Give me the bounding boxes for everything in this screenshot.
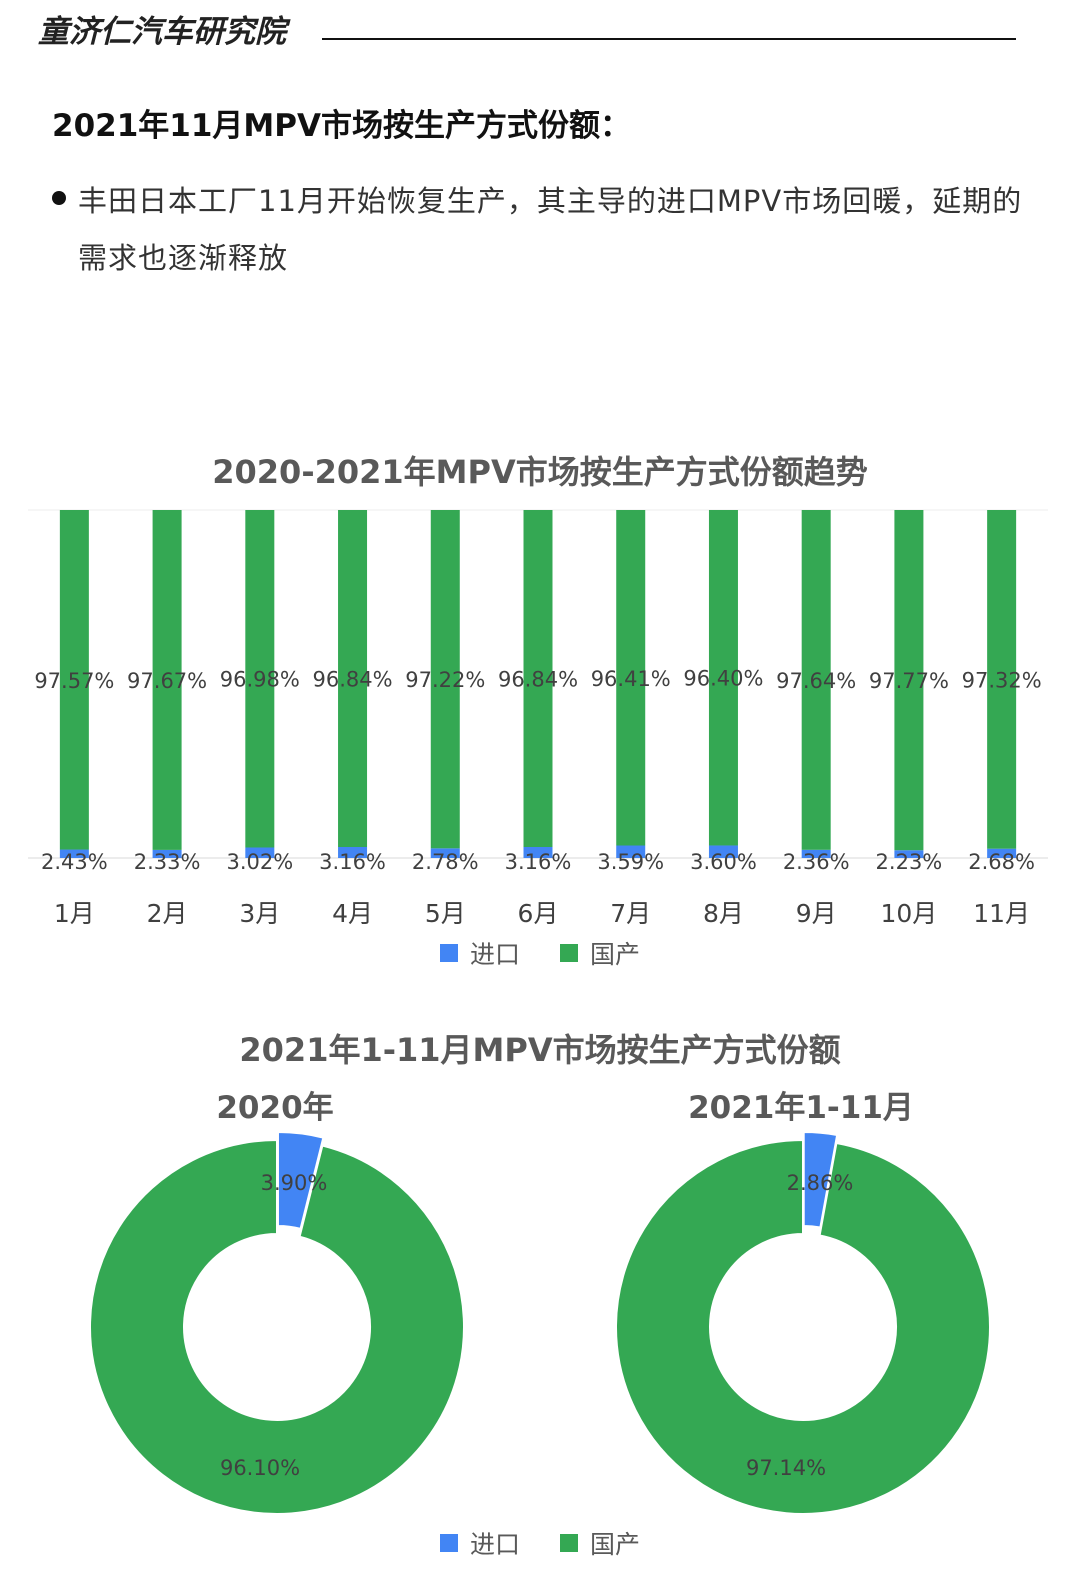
bar-label-import-10: 2.23% (876, 850, 943, 874)
x-tick-label-2: 2月 (147, 899, 188, 928)
legend-label-import: 进口 (469, 940, 520, 969)
bar-domestic-2 (152, 510, 182, 850)
x-tick-label-9: 9月 (796, 899, 837, 928)
bar-label-domestic-6: 96.84% (498, 668, 578, 692)
bar-import-8 (708, 845, 738, 858)
bar-label-import-5: 2.78% (412, 850, 479, 874)
pie-chart-legend: 进口 国产 (0, 1525, 1080, 1561)
pie-subtitle-right: 2021年1-11月 (688, 1090, 914, 1126)
bar-label-import-6: 3.16% (505, 850, 572, 874)
x-tick-label-5: 5月 (425, 899, 466, 928)
bar-label-domestic-11: 97.32% (962, 668, 1042, 692)
bar-import-11 (987, 848, 1017, 858)
pie-legend-item-domestic: 国产 (560, 1525, 640, 1561)
legend-swatch-import (439, 944, 458, 962)
pie-legend-swatch-domestic (560, 1534, 578, 1552)
bar-domestic-11 (987, 510, 1017, 849)
bar-chart-legend: 进口 国产 (0, 935, 1080, 971)
legend-item-import: 进口 (439, 935, 520, 971)
bar-import-2 (152, 849, 182, 858)
bar-label-import-3: 3.02% (226, 850, 293, 874)
pie-legend-swatch-import (439, 1534, 458, 1552)
donut-1-slice-domestic (88, 1138, 465, 1515)
bar-label-import-2: 2.33% (134, 850, 201, 874)
x-tick-label-8: 8月 (703, 899, 744, 928)
bar-chart: 97.57% 2.43% 1月 97.67% 2.33% 2月 96.98% 3.02% 3月 9… (28, 509, 1048, 928)
legend-swatch-domestic (560, 944, 578, 962)
donut-1-label-import: 3.90% (261, 1171, 328, 1195)
bar-domestic-9 (801, 510, 831, 850)
donut-1-label-domestic: 96.10% (220, 1456, 300, 1480)
bar-label-import-11: 2.68% (968, 850, 1035, 874)
bar-label-import-8: 3.60% (690, 850, 757, 874)
bar-label-domestic-7: 96.41% (591, 667, 671, 691)
bar-label-domestic-10: 97.77% (869, 669, 949, 693)
brand-name: 童济仁汽车研究院 (38, 14, 286, 50)
bar-domestic-6 (523, 510, 553, 848)
page-heading: 2021年11月MPV市场按生产方式份额： (52, 108, 631, 144)
pie-chart-title: 2021年1-11月MPV市场按生产方式份额 (239, 1031, 841, 1069)
x-tick-label-1: 1月 (54, 899, 95, 928)
bullet-dot (52, 191, 66, 205)
bar-import-9 (801, 849, 831, 858)
legend-label-domestic: 国产 (590, 940, 641, 969)
bar-import-10 (894, 850, 924, 858)
bar-domestic-3 (245, 510, 275, 848)
bar-domestic-10 (894, 510, 924, 851)
bar-label-domestic-1: 97.57% (34, 669, 114, 693)
bar-label-domestic-9: 97.64% (776, 669, 856, 693)
pie-legend-label-domestic: 国产 (590, 1530, 641, 1559)
donut-2-slice-domestic (615, 1138, 992, 1515)
bar-domestic-7 (616, 510, 646, 846)
bar-label-import-7: 3.59% (597, 850, 664, 874)
x-tick-label-11: 11月 (973, 899, 1030, 928)
x-tick-label-3: 3月 (239, 899, 280, 928)
bar-label-domestic-4: 96.84% (313, 668, 393, 692)
pie-legend-item-import: 进口 (439, 1525, 520, 1561)
x-tick-label-7: 7月 (610, 899, 651, 928)
bar-import-4 (338, 847, 368, 858)
bullet-text: 丰田日本工厂11月开始恢复生产，其主导的进口MPV市场回暖，延期的需求也逐渐释放 (78, 184, 1023, 275)
donut-2-label-import: 2.86% (787, 1171, 854, 1195)
bar-import-7 (616, 845, 646, 858)
bar-domestic-5 (430, 510, 460, 849)
bar-label-domestic-3: 96.98% (220, 668, 300, 692)
bar-label-domestic-5: 97.22% (405, 668, 485, 692)
bar-domestic-4 (338, 510, 368, 848)
bar-import-1 (59, 849, 89, 858)
x-tick-label-4: 4月 (332, 899, 373, 928)
bar-domestic-1 (59, 510, 89, 850)
bar-import-6 (523, 847, 553, 858)
bar-label-import-9: 2.36% (783, 850, 850, 874)
x-tick-label-6: 6月 (518, 899, 559, 928)
donut-2-label-domestic: 97.14% (746, 1456, 826, 1480)
brand-divider (322, 38, 1016, 40)
bar-label-import-1: 2.43% (41, 850, 108, 874)
bar-label-domestic-8: 96.40% (683, 667, 763, 691)
pie-subtitle-left: 2020年 (216, 1090, 334, 1126)
bar-import-3 (245, 847, 275, 858)
x-tick-label-10: 10月 (881, 899, 938, 928)
pie-legend-label-import: 进口 (469, 1530, 520, 1559)
bar-chart-title: 2020-2021年MPV市场按生产方式份额趋势 (212, 453, 868, 491)
bar-label-import-4: 3.16% (319, 850, 386, 874)
bar-label-domestic-2: 97.67% (127, 669, 207, 693)
bar-import-5 (430, 848, 460, 858)
bar-domestic-8 (708, 510, 738, 846)
legend-item-domestic: 国产 (560, 935, 640, 971)
